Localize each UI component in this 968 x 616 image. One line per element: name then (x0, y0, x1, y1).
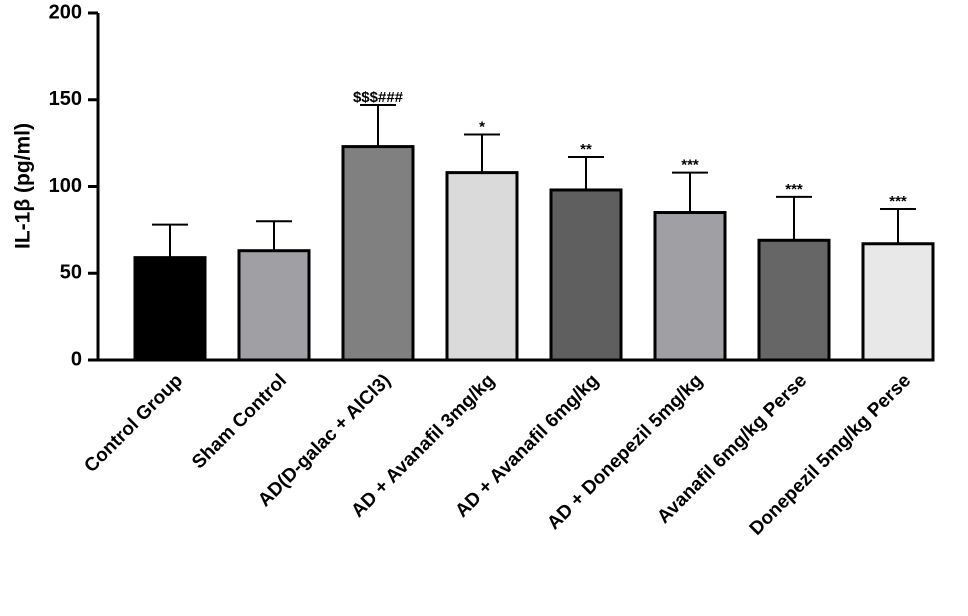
significance-label: $$$### (353, 89, 404, 106)
bar (133, 256, 207, 362)
y-tick-label: 150 (49, 88, 82, 110)
bar (653, 211, 727, 362)
significance-label: *** (889, 193, 907, 210)
y-tick-label: 0 (71, 348, 82, 370)
y-axis-label: IL-1β (pg/ml) (12, 123, 35, 249)
y-tick-label: 50 (60, 262, 82, 284)
bar (549, 188, 623, 362)
y-tick-label: 100 (49, 175, 82, 197)
significance-label: ** (580, 141, 592, 158)
significance-label: *** (785, 181, 803, 198)
significance-label: * (479, 118, 485, 135)
x-tick-label: Sham Control (188, 370, 291, 473)
bar (237, 249, 311, 362)
bar (341, 145, 415, 362)
bar (445, 171, 519, 362)
x-tick-label: Control Group (80, 370, 187, 477)
bar (757, 238, 831, 362)
y-tick-label: 200 (49, 1, 82, 23)
significance-label: *** (681, 157, 699, 174)
bar (861, 242, 935, 362)
